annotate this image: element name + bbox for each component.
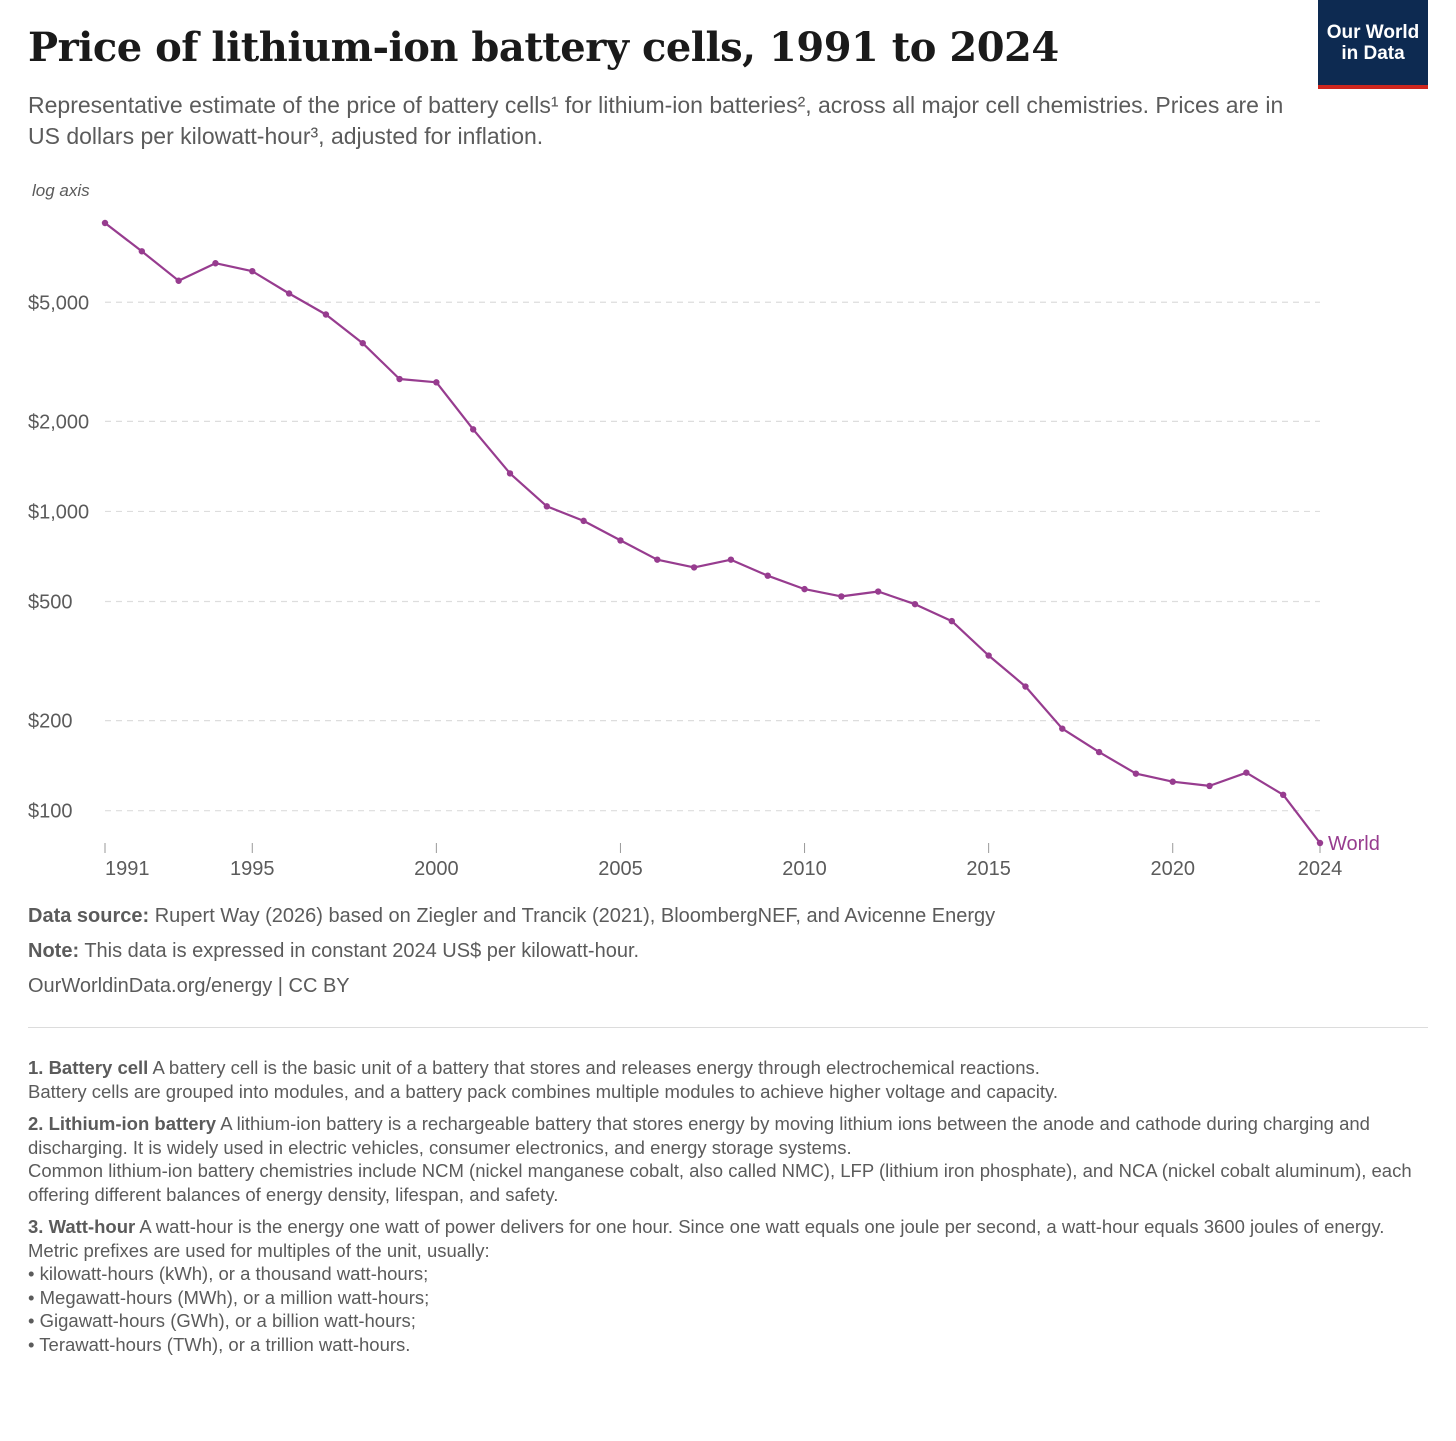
data-point-2004[interactable] bbox=[580, 517, 587, 525]
footnotes: 1. Battery cell A battery cell is the ba… bbox=[28, 1056, 1428, 1365]
data-point-2024[interactable] bbox=[1316, 839, 1324, 847]
data-source-label: Data source: bbox=[28, 905, 150, 927]
footnote-line: Metric prefixes are used for multiples o… bbox=[28, 1239, 490, 1261]
footnote-line: 1. Battery cell A battery cell is the ba… bbox=[28, 1057, 1040, 1078]
data-point-2008[interactable] bbox=[727, 556, 735, 563]
data-point-1995[interactable] bbox=[249, 267, 256, 275]
data-point-2001[interactable] bbox=[469, 426, 477, 433]
data-point-2022[interactable] bbox=[1243, 769, 1250, 776]
y-axis-ticks: $100 $200 $500 $1,000 $2,000 $5,000 bbox=[28, 292, 89, 822]
data-point-2014[interactable] bbox=[948, 617, 956, 625]
footnote-line: Common lithium-ion battery chemistries i… bbox=[28, 1160, 1412, 1205]
data-point-2023[interactable] bbox=[1279, 791, 1287, 799]
data-point-2000[interactable] bbox=[433, 379, 440, 386]
data-point-2010[interactable] bbox=[801, 585, 808, 593]
data-point-1993[interactable] bbox=[175, 277, 182, 284]
series-world: World bbox=[101, 219, 1380, 855]
data-point-1994[interactable] bbox=[212, 260, 219, 267]
data-point-2009[interactable] bbox=[764, 572, 771, 579]
data-point-2007[interactable] bbox=[690, 564, 698, 571]
footnote-line: • Terawatt-hours (TWh), or a trillion wa… bbox=[28, 1333, 411, 1355]
note-label: Note: bbox=[28, 940, 80, 962]
data-point-1996[interactable] bbox=[285, 290, 293, 297]
data-point-1991[interactable] bbox=[101, 219, 109, 227]
data-point-1998[interactable] bbox=[359, 339, 366, 347]
logo-line-1: Our World bbox=[1326, 21, 1420, 43]
data-point-2017[interactable] bbox=[1059, 725, 1066, 732]
x-tick-label-5: 2015 bbox=[966, 858, 1011, 880]
source-url[interactable]: OurWorldinData.org/energy | CC BY bbox=[28, 975, 350, 997]
y-tick-label-0: $100 bbox=[28, 801, 73, 823]
y-tick-label-4: $2,000 bbox=[28, 411, 89, 433]
divider bbox=[28, 1027, 1428, 1028]
y-tick-label-1: $200 bbox=[28, 711, 73, 733]
data-source-text: Rupert Way (2026) based on Ziegler and T… bbox=[154, 905, 996, 927]
x-tick-label-1: 1995 bbox=[230, 858, 275, 880]
data-point-2019[interactable] bbox=[1132, 770, 1140, 777]
data-point-2002[interactable] bbox=[506, 470, 514, 477]
x-axis-ticks: 1991 1995 2000 2005 2010 2015 2020 2024 bbox=[104, 843, 1343, 880]
chart-subtitle: Representative estimate of the price of … bbox=[28, 92, 1284, 149]
x-tick-label-0: 1991 bbox=[105, 858, 150, 880]
x-tick-label-6: 2020 bbox=[1150, 858, 1195, 880]
series-line-world[interactable] bbox=[104, 222, 1321, 844]
series-label-world[interactable]: World bbox=[1328, 833, 1380, 855]
data-point-2012[interactable] bbox=[874, 588, 882, 595]
footnote-label: 1. Battery cell bbox=[28, 1057, 149, 1078]
data-point-2020[interactable] bbox=[1169, 778, 1176, 785]
data-point-1992[interactable] bbox=[138, 248, 146, 255]
footnote-label: 3. Watt-hour bbox=[28, 1216, 136, 1237]
data-point-1999[interactable] bbox=[396, 375, 403, 383]
x-tick-label-3: 2005 bbox=[598, 858, 643, 880]
footnote-2: 2. Lithium-ion battery A lithium-ion bat… bbox=[28, 1112, 1428, 1206]
data-point-2013[interactable] bbox=[911, 600, 919, 608]
line-chart: $100 $200 $500 $1,000 $2,000 $5,000 1991 1995 2… bbox=[28, 181, 1380, 880]
grid-lines bbox=[105, 301, 1320, 812]
x-tick-label-2: 2000 bbox=[414, 858, 459, 880]
note: Note: This data is expressed in constant… bbox=[28, 939, 1428, 964]
data-point-2003[interactable] bbox=[543, 503, 551, 510]
data-point-2015[interactable] bbox=[985, 652, 992, 659]
owid-logo[interactable]: Our World in Data bbox=[1318, 0, 1428, 89]
y-tick-label-2: $500 bbox=[28, 592, 73, 614]
data-source: Data source: Rupert Way (2026) based on … bbox=[28, 904, 1428, 929]
footnote-line: Battery cells are grouped into modules, … bbox=[28, 1080, 1059, 1102]
footnote-line: • Gigawatt-hours (GWh), or a billion wat… bbox=[28, 1310, 416, 1331]
sources-block: Data source: Rupert Way (2026) based on … bbox=[28, 904, 1428, 1009]
footnote-label: 2. Lithium-ion battery bbox=[28, 1113, 217, 1134]
y-tick-label-5: $5,000 bbox=[28, 292, 89, 314]
data-point-2016[interactable] bbox=[1022, 683, 1029, 690]
footnote-line: 3. Watt-hour A watt-hour is the energy o… bbox=[28, 1216, 1385, 1237]
footnote-line: 2. Lithium-ion battery A lithium-ion bat… bbox=[28, 1113, 1370, 1158]
log-axis-note: log axis bbox=[32, 181, 90, 200]
data-point-1997[interactable] bbox=[322, 311, 330, 318]
data-point-2006[interactable] bbox=[654, 556, 661, 563]
data-point-2011[interactable] bbox=[838, 593, 845, 600]
note-text: This data is expressed in constant 2024 … bbox=[84, 940, 640, 962]
logo-line-2: in Data bbox=[1341, 42, 1405, 64]
y-tick-label-3: $1,000 bbox=[28, 501, 89, 523]
data-point-2018[interactable] bbox=[1095, 748, 1103, 756]
footnote-line: • kilowatt-hours (kWh), or a thousand wa… bbox=[28, 1263, 429, 1284]
x-tick-label-7: 2024 bbox=[1298, 858, 1343, 880]
footnote-3: 3. Watt-hour A watt-hour is the energy o… bbox=[28, 1215, 1428, 1356]
data-point-2005[interactable] bbox=[617, 537, 624, 544]
x-tick-label-4: 2010 bbox=[782, 858, 827, 880]
footnote-1: 1. Battery cell A battery cell is the ba… bbox=[28, 1056, 1428, 1103]
data-point-2021[interactable] bbox=[1206, 782, 1213, 790]
footnote-line: • Megawatt-hours (MWh), or a million wat… bbox=[28, 1286, 430, 1308]
chart-title: Price of lithium-ion battery cells, 1991… bbox=[28, 24, 1059, 71]
